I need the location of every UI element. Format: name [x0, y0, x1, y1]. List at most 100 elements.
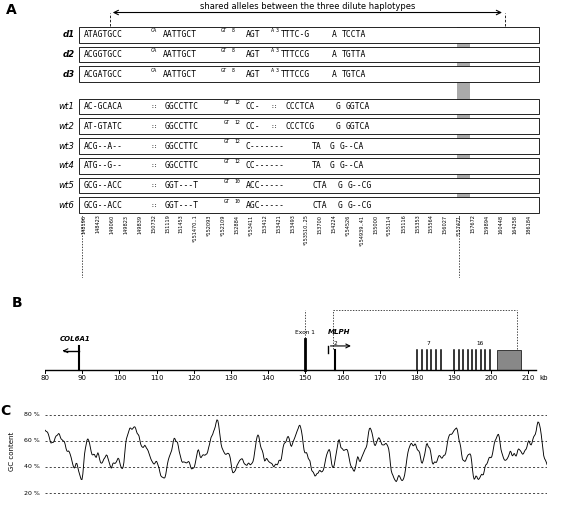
Text: GGT---T: GGT---T [165, 201, 199, 210]
Text: 110: 110 [150, 375, 164, 381]
Text: 120: 120 [187, 375, 201, 381]
Text: 90: 90 [78, 375, 87, 381]
Text: G--CG: G--CG [348, 201, 372, 210]
Text: wt6: wt6 [59, 201, 74, 210]
Text: 155564: 155564 [429, 215, 434, 233]
Text: TGTCA: TGTCA [342, 70, 367, 79]
Text: 100: 100 [113, 375, 126, 381]
Text: GT: GT [223, 179, 230, 184]
Text: GC content: GC content [10, 432, 15, 471]
Text: A: A [332, 70, 337, 79]
Bar [79, 66, 539, 82]
Text: CC-: CC- [245, 122, 260, 131]
Text: A: A [6, 3, 16, 17]
Text: 60 %: 60 % [24, 438, 40, 443]
Bar [79, 47, 539, 62]
Text: 12: 12 [234, 100, 240, 105]
Text: GGCCTTC: GGCCTTC [165, 102, 199, 111]
Text: 164258: 164258 [512, 215, 517, 233]
Text: AGC-----: AGC----- [245, 201, 284, 210]
Text: 156027: 156027 [443, 215, 448, 233]
Text: 3: 3 [276, 48, 279, 53]
Text: 80 %: 80 % [24, 412, 40, 417]
Text: ATG--G--: ATG--G-- [83, 161, 122, 170]
Text: A: A [271, 67, 274, 73]
Text: 20 %: 20 % [24, 490, 40, 495]
Text: G: G [336, 122, 341, 131]
Text: GT: GT [223, 159, 230, 164]
Text: 10: 10 [234, 199, 240, 203]
Text: 186184: 186184 [526, 215, 531, 234]
Text: ::: :: [150, 124, 158, 129]
Text: d3: d3 [63, 70, 74, 79]
Text: C-------: C------- [245, 142, 284, 150]
Text: CC-: CC- [245, 102, 260, 111]
Text: *155114: *155114 [387, 215, 393, 236]
Text: TTTC-G: TTTC-G [281, 30, 310, 39]
Text: CC------: CC------ [245, 161, 284, 170]
Text: COL6A1: COL6A1 [59, 336, 90, 342]
Text: 180: 180 [410, 375, 424, 381]
Text: ATAGTGCC: ATAGTGCC [83, 30, 122, 39]
Text: GGCCTTC: GGCCTTC [165, 161, 199, 170]
Text: *154526: *154526 [346, 215, 351, 236]
Text: 150: 150 [299, 375, 312, 381]
Text: GGCCTTC: GGCCTTC [165, 142, 199, 150]
Text: AGT: AGT [245, 70, 260, 79]
Text: 200: 200 [484, 375, 498, 381]
Text: GT: GT [223, 199, 230, 203]
Text: *151470..1: *151470..1 [193, 215, 198, 242]
Text: G--CG: G--CG [348, 181, 372, 190]
Text: 159894: 159894 [484, 215, 490, 234]
Text: GT: GT [223, 119, 230, 125]
Text: 12: 12 [234, 159, 240, 164]
Text: AGT: AGT [245, 50, 260, 59]
Text: 130: 130 [224, 375, 238, 381]
Text: 2: 2 [333, 341, 337, 346]
Bar [79, 178, 539, 194]
Text: 160448: 160448 [499, 215, 504, 234]
Text: GCG--ACC: GCG--ACC [83, 201, 122, 210]
Text: G--CA: G--CA [340, 161, 364, 170]
Text: 151453: 151453 [179, 215, 184, 233]
Text: 40 %: 40 % [24, 465, 40, 469]
Text: G: G [329, 142, 334, 150]
Text: ACG--A--: ACG--A-- [83, 142, 122, 150]
Text: AATTGCT: AATTGCT [163, 30, 197, 39]
Text: *152109: *152109 [221, 215, 226, 236]
Text: GGTCA: GGTCA [346, 102, 370, 111]
Text: A: A [271, 28, 274, 33]
Bar [79, 158, 539, 174]
Text: 153412: 153412 [262, 215, 267, 233]
Text: 7: 7 [426, 341, 430, 346]
Text: TTTCCG: TTTCCG [281, 50, 310, 59]
Text: 170: 170 [373, 375, 386, 381]
Text: shared alleles between the three dilute haplotypes: shared alleles between the three dilute … [200, 2, 415, 11]
Text: *153510..25: *153510..25 [304, 215, 309, 246]
Text: AGT: AGT [245, 30, 260, 39]
Text: ::: :: [150, 144, 158, 148]
Text: *157471: *157471 [457, 215, 462, 236]
Text: 149823: 149823 [124, 215, 129, 233]
Text: G--CA: G--CA [340, 142, 364, 150]
Text: GT: GT [223, 100, 230, 105]
Text: ::: :: [271, 124, 278, 129]
Text: CA: CA [150, 28, 156, 33]
Text: GGT---T: GGT---T [165, 181, 199, 190]
Text: G: G [329, 161, 334, 170]
Text: TCCTA: TCCTA [342, 30, 367, 39]
Text: *154939..41: *154939..41 [360, 215, 364, 246]
Text: GT: GT [223, 140, 230, 144]
Text: AT-GTATC: AT-GTATC [83, 122, 122, 131]
Text: A: A [332, 50, 337, 59]
Text: G: G [336, 102, 341, 111]
Text: C: C [0, 404, 10, 418]
Text: TA: TA [312, 142, 322, 150]
Text: TA: TA [312, 161, 322, 170]
Text: 10: 10 [234, 179, 240, 184]
Text: 153700: 153700 [318, 215, 323, 233]
Text: GT: GT [221, 67, 227, 73]
Text: ::: :: [150, 183, 158, 188]
Text: Exon 1: Exon 1 [296, 330, 315, 335]
Text: kb: kb [540, 375, 548, 381]
